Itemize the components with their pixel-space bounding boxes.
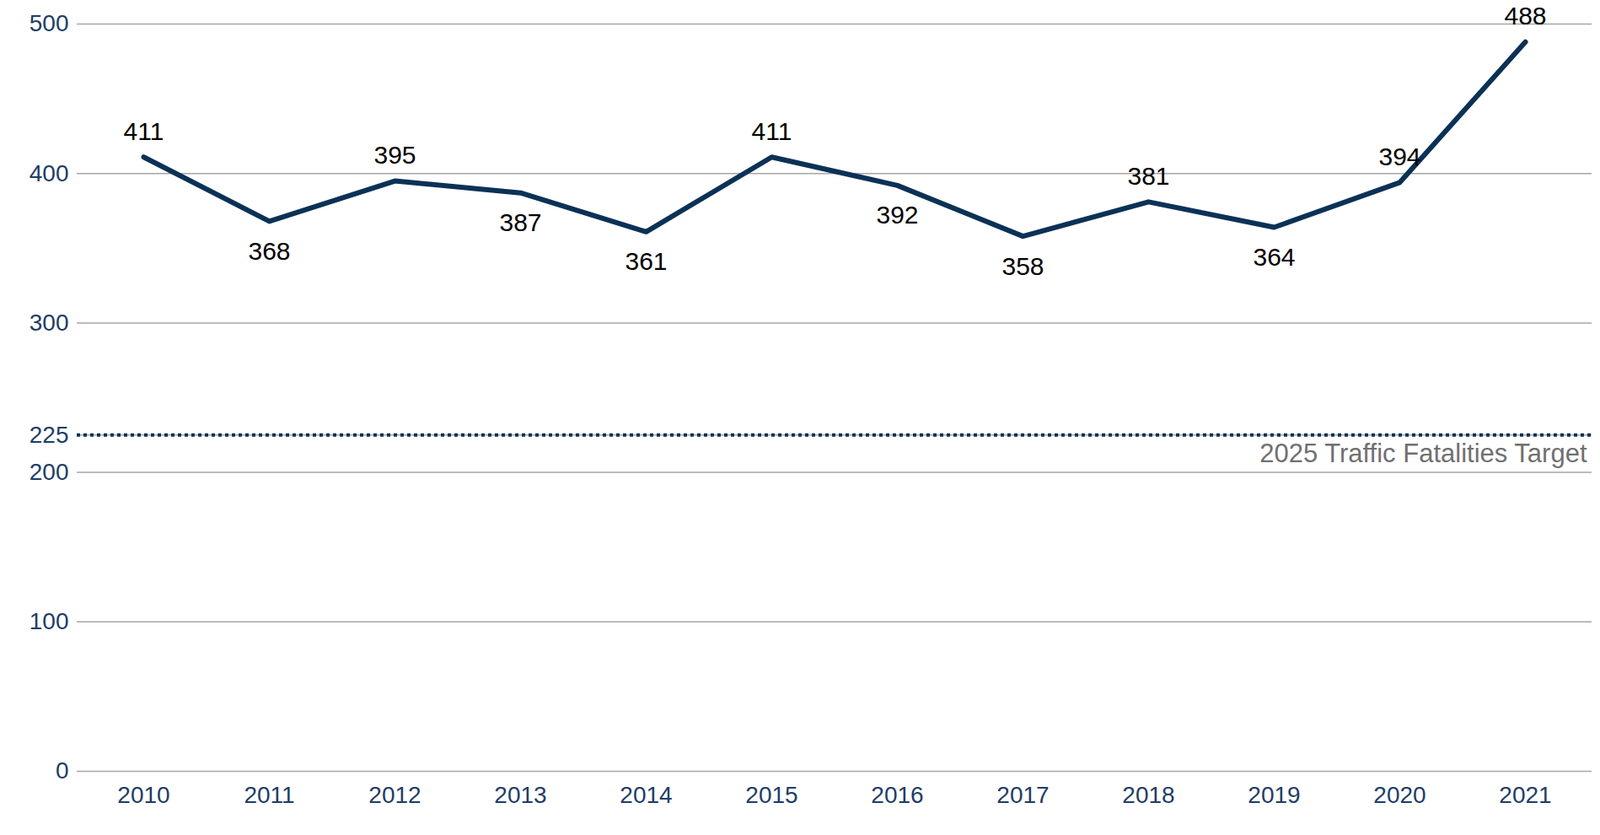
svg-text:2015: 2015 [745,781,798,808]
svg-text:411: 411 [751,117,793,145]
svg-text:2018: 2018 [1122,781,1175,808]
svg-text:100: 100 [29,607,70,634]
svg-text:2017: 2017 [996,781,1049,808]
svg-text:368: 368 [247,236,290,265]
svg-text:358: 358 [1001,252,1044,280]
svg-text:364: 364 [1252,242,1295,271]
svg-text:200: 200 [29,458,70,485]
svg-text:411: 411 [123,117,165,145]
svg-text:392: 392 [875,200,919,229]
svg-text:2010: 2010 [117,781,170,808]
svg-text:300: 300 [29,309,70,336]
svg-text:2025 Traffic Fatalities Target: 2025 Traffic Fatalities Target [1259,438,1588,468]
svg-text:2021: 2021 [1498,781,1552,808]
svg-text:488: 488 [1503,1,1547,30]
svg-text:225: 225 [29,421,70,448]
svg-text:2016: 2016 [870,781,924,808]
svg-text:387: 387 [499,208,542,237]
svg-text:500: 500 [29,10,70,37]
svg-text:2019: 2019 [1247,781,1300,808]
svg-text:0: 0 [55,757,70,784]
svg-text:361: 361 [624,246,667,275]
svg-text:381: 381 [1127,161,1170,190]
svg-text:2011: 2011 [243,781,295,808]
svg-text:400: 400 [29,160,70,187]
svg-text:2013: 2013 [493,781,547,808]
svg-text:394: 394 [1378,142,1421,171]
svg-text:2014: 2014 [619,781,672,808]
svg-text:395: 395 [373,140,416,169]
svg-text:2012: 2012 [368,781,421,808]
svg-text:2020: 2020 [1373,781,1426,808]
